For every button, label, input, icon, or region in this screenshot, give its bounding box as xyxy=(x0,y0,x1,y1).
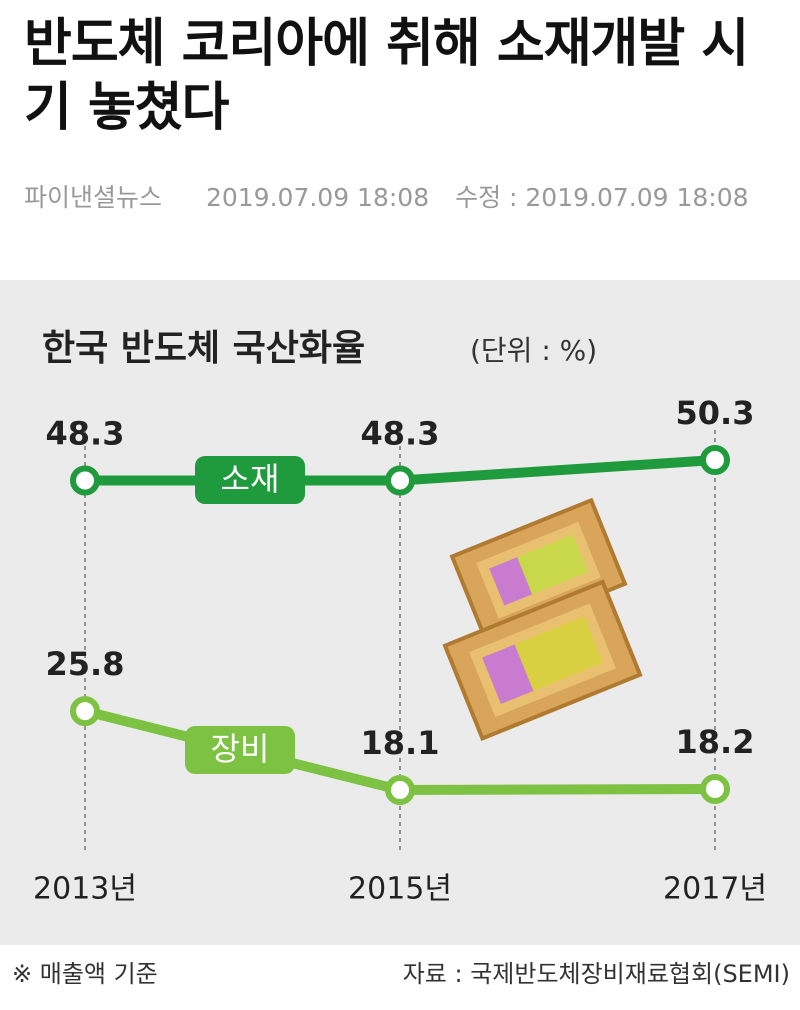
article-meta: 파이낸셜뉴스 2019.07.09 18:08 수정 : 2019.07.09 … xyxy=(24,178,749,214)
value-label: 48.3 xyxy=(46,414,125,452)
source: 파이낸셜뉴스 xyxy=(24,183,163,212)
chart-title: 한국 반도체 국산화율 xyxy=(42,328,365,369)
value-label: 48.3 xyxy=(361,414,440,452)
chart-background xyxy=(0,280,800,945)
chart-source: 자료 : 국제반도체장비재료협회(SEMI) xyxy=(403,960,790,988)
data-point xyxy=(70,465,100,496)
x-tick-label: 2017년 xyxy=(663,872,767,907)
series-label: 소재 xyxy=(221,460,280,498)
chip-illustration xyxy=(442,497,643,742)
value-label: 18.2 xyxy=(676,723,755,761)
series-label-pill xyxy=(185,726,295,774)
series-label-pill xyxy=(195,456,305,504)
date: 2019.07.09 18:08 xyxy=(205,183,430,212)
data-point xyxy=(70,696,100,727)
value-label: 25.8 xyxy=(46,645,125,683)
headline: 반도체 코리아에 취해 소재개발 시기 놓쳤다 xyxy=(24,14,749,138)
data-point xyxy=(700,445,730,475)
value-label: 18.1 xyxy=(361,724,440,762)
data-point xyxy=(385,465,415,496)
modified-date: 수정 : 2019.07.09 18:08 xyxy=(455,183,749,212)
x-tick-label: 2015년 xyxy=(348,872,452,907)
data-point xyxy=(700,773,730,804)
x-tick-label: 2013년 xyxy=(33,872,137,907)
value-label: 50.3 xyxy=(676,394,755,432)
series-label: 장비 xyxy=(211,730,270,768)
chart: 한국 반도체 국산화율 (단위 : %) ※ 매출액 기준 자료 : 국제반도체… xyxy=(0,280,800,988)
data-point xyxy=(385,775,415,805)
chart-subtitle: (단위 : %) xyxy=(470,334,597,367)
chart-note: ※ 매출액 기준 xyxy=(12,960,158,988)
